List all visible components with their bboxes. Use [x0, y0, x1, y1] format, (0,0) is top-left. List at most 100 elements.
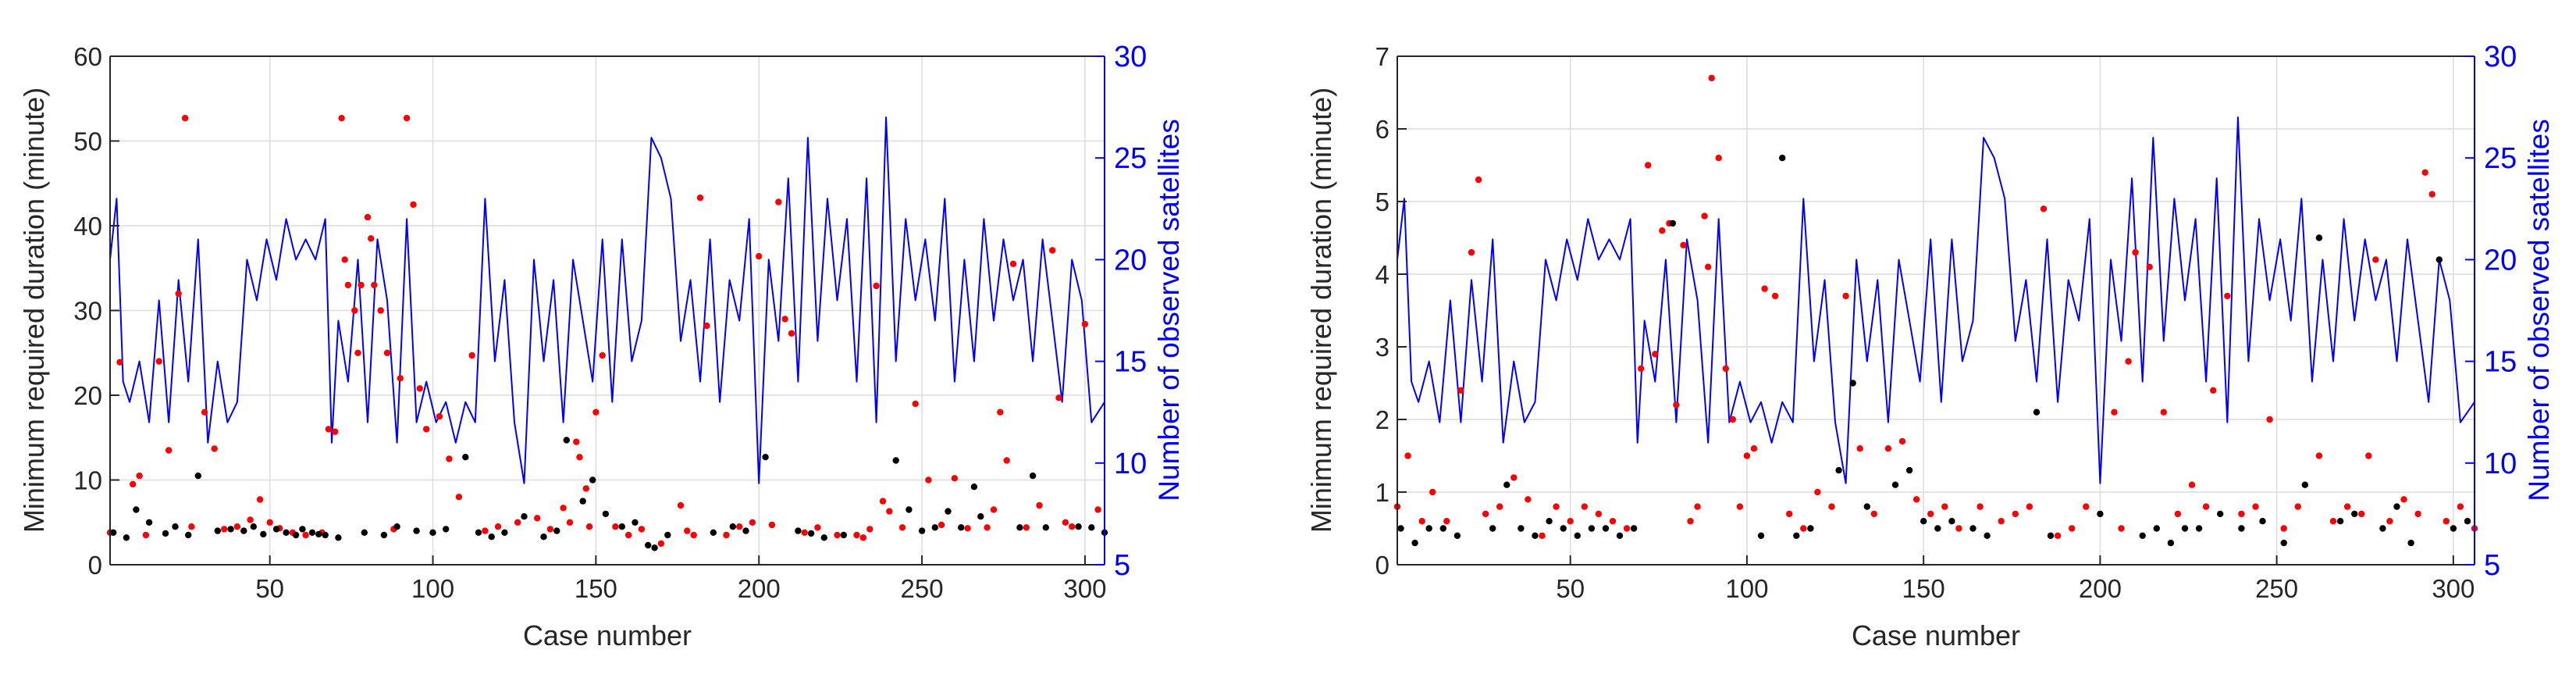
data-point-red: [1941, 503, 1948, 510]
data-point-red: [2069, 525, 2076, 532]
y2-tick-label: 25: [2484, 142, 2517, 175]
data-point-red: [585, 523, 593, 530]
data-point-red: [2266, 416, 2273, 423]
data-point-red: [756, 252, 763, 260]
data-point-red: [886, 508, 893, 515]
data-point-red: [912, 400, 919, 408]
data-point-black: [2301, 481, 2308, 488]
data-point-black: [380, 531, 388, 539]
data-point-red: [576, 454, 583, 461]
data-point-black: [958, 524, 965, 531]
data-point-red: [247, 516, 254, 523]
data-point-red: [377, 307, 384, 314]
series-black-points: [1397, 155, 2471, 547]
y-tick-label: 4: [1375, 260, 1389, 289]
data-point-black: [2167, 539, 2175, 547]
data-point-red: [788, 330, 795, 337]
data-point-red: [2252, 503, 2259, 510]
data-point-red: [1609, 518, 1617, 525]
data-point-red: [1694, 503, 1701, 510]
data-point-red: [482, 527, 489, 534]
y2-tick-label: 30: [2484, 41, 2517, 73]
data-point-black: [2450, 525, 2457, 532]
data-point-red: [2111, 409, 2118, 416]
data-point-red: [1761, 285, 1768, 292]
data-point-red: [455, 494, 463, 501]
y2-tick-label: 5: [2484, 549, 2500, 582]
data-point-red: [1701, 212, 1708, 219]
y-tick-label: 2: [1375, 405, 1389, 434]
data-point-black: [2464, 518, 2471, 525]
data-point-red: [768, 521, 776, 529]
y-tick-label: 10: [73, 466, 102, 495]
data-point-red: [781, 316, 788, 323]
data-point-black: [162, 530, 169, 537]
data-point-red: [2174, 510, 2182, 518]
data-point-black: [602, 510, 610, 518]
data-point-red: [1673, 401, 1680, 409]
data-point-red: [116, 359, 123, 366]
y-tick-label: 0: [88, 551, 102, 580]
data-point-red: [2118, 525, 2125, 532]
data-point-black: [1411, 539, 1418, 547]
data-point-black: [110, 529, 117, 536]
data-point-red: [873, 282, 880, 290]
data-point-black: [2435, 256, 2443, 263]
data-point-red: [638, 526, 646, 533]
data-point-red: [302, 531, 309, 539]
data-point-black: [729, 523, 736, 530]
y2-tick-label: 20: [2484, 244, 2517, 277]
data-point-black: [299, 526, 306, 533]
x-tick-label: 100: [411, 574, 454, 603]
data-point-black: [840, 531, 848, 539]
data-point-black: [1905, 466, 1913, 474]
data-point-red: [951, 475, 959, 482]
data-point-black: [462, 454, 469, 461]
y2-axis-label: Number of observed satellites: [1153, 119, 1185, 501]
data-point-black: [413, 527, 420, 534]
data-point-black: [1616, 532, 1624, 539]
data-point-black: [820, 534, 828, 541]
data-point-black: [2238, 525, 2245, 532]
data-point-black: [664, 531, 671, 539]
data-point-red: [1094, 506, 1101, 513]
data-point-red: [1927, 510, 1934, 518]
data-point-red: [1652, 351, 1659, 358]
data-point-red: [364, 213, 372, 221]
y-tick-label: 5: [1375, 187, 1389, 216]
data-point-black: [2139, 532, 2146, 539]
data-point-red: [534, 515, 541, 522]
data-point-black: [322, 531, 329, 539]
data-point-black: [945, 508, 952, 515]
data-point-red: [984, 524, 991, 531]
data-point-red: [736, 523, 743, 530]
data-point-red: [834, 531, 841, 539]
data-point-black: [1920, 518, 1927, 525]
data-point-red: [2160, 409, 2167, 416]
data-point-red: [1475, 176, 1482, 184]
y-tick-label: 60: [73, 42, 102, 71]
y-axis-label: Minimum required duration (minute): [18, 87, 50, 533]
data-point-black: [1863, 503, 1870, 510]
data-point-red: [898, 524, 906, 531]
data-point-red: [657, 540, 665, 548]
data-point-red: [1457, 387, 1464, 394]
data-point-red: [879, 498, 887, 505]
data-point-black: [918, 527, 926, 534]
data-point-red: [703, 322, 710, 330]
data-point-red: [775, 198, 782, 205]
y2-tick-label: 10: [2484, 448, 2517, 480]
data-point-black: [1546, 518, 1553, 525]
data-point-black: [906, 506, 913, 513]
data-point-red: [233, 523, 241, 530]
data-point-red: [181, 115, 189, 122]
data-point-red: [592, 409, 600, 416]
data-point-black: [475, 529, 482, 536]
data-point-red: [2329, 518, 2337, 525]
data-point-red: [625, 531, 632, 539]
data-point-red: [1750, 445, 1758, 452]
data-point-red: [2026, 503, 2033, 510]
data-point-black: [795, 527, 802, 534]
data-point-black: [501, 529, 508, 536]
data-point-black: [1934, 525, 1941, 532]
